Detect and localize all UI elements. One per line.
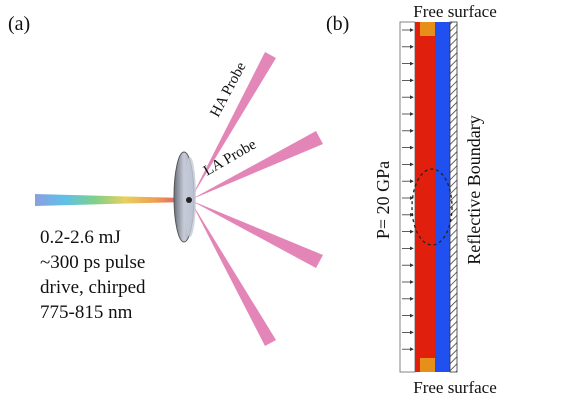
probe-beam — [190, 200, 323, 268]
pressure-arrows — [402, 28, 414, 352]
probe-beam — [190, 131, 323, 200]
probe-beam — [190, 200, 276, 346]
panel-label: (a) — [8, 13, 30, 35]
edge-yellow — [420, 358, 435, 372]
drive-text: 0.2-2.6 mJ ~300 ps pulse drive, chirped … — [40, 227, 146, 323]
drive-beam — [35, 194, 185, 206]
panel-label: (b) — [326, 13, 349, 35]
boundary-label: Reflective Boundary — [464, 115, 484, 264]
top-label: Free surface — [413, 2, 497, 21]
sample-blue — [435, 22, 450, 372]
target-face — [184, 157, 196, 237]
region-outline — [411, 168, 453, 246]
probe-beams — [190, 52, 323, 346]
bottom-label: Free surface — [413, 378, 497, 397]
sample-red — [415, 22, 435, 372]
edge-yellow — [420, 22, 435, 36]
drive-line: drive, chirped — [40, 277, 146, 298]
drive-line: 775-815 nm — [40, 302, 133, 323]
probe-beam — [190, 52, 276, 200]
reflective-wall — [449, 21, 458, 373]
drive-line: ~300 ps pulse — [40, 252, 145, 273]
pressure-label: P= 20 GPa — [373, 161, 393, 239]
focus-spot — [186, 197, 192, 203]
drive-line: 0.2-2.6 mJ — [40, 227, 121, 248]
